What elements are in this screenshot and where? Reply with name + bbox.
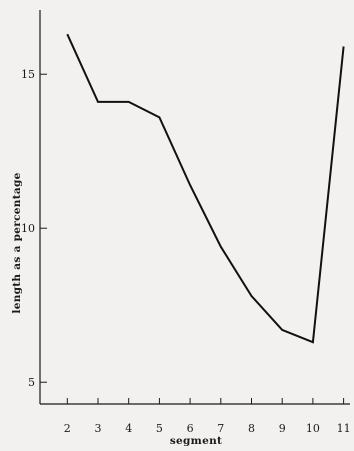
- x-tick-label: 8: [248, 422, 255, 435]
- y-tick-label: 10: [21, 222, 35, 235]
- y-tick-label: 15: [21, 68, 35, 81]
- series: [66, 33, 345, 344]
- y-tick-label: 5: [28, 376, 35, 389]
- x-tick-label: 10: [306, 422, 320, 435]
- x-tick-label: 11: [337, 422, 351, 435]
- x-tick-label: 6: [187, 422, 194, 435]
- ticks: 2 3 4 5 6 7 8 9 10 11 5 10 15: [21, 68, 351, 435]
- x-tick-label: 3: [95, 422, 102, 435]
- y-axis-label: length as a percentage: [11, 172, 23, 313]
- x-tick-label: 2: [64, 422, 71, 435]
- axes: [39, 10, 350, 405]
- x-tick-label: 5: [156, 422, 163, 435]
- x-tick-label: 9: [279, 422, 286, 435]
- x-axis-label: segment: [170, 435, 222, 447]
- x-tick-label: 4: [125, 422, 132, 435]
- x-tick-label: 7: [217, 422, 224, 435]
- series-line: [66, 33, 345, 344]
